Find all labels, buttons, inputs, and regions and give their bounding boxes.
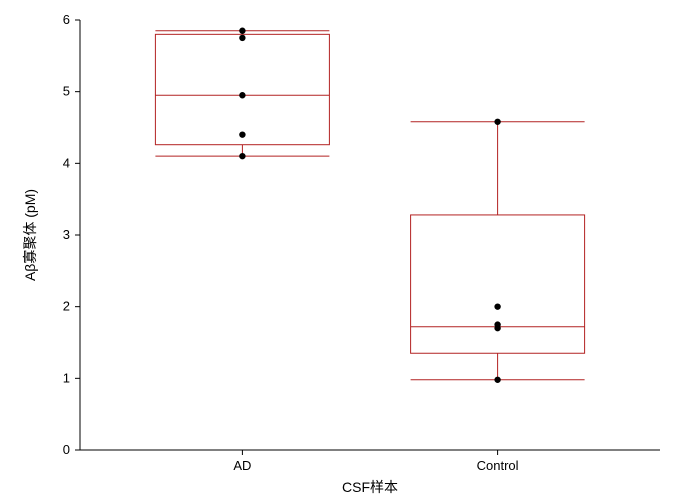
box-rect: [411, 215, 585, 353]
data-point: [494, 119, 500, 125]
y-tick-label: 3: [63, 227, 70, 242]
y-axis-title: Aβ寡聚体 (pM): [22, 189, 38, 281]
data-point: [239, 35, 245, 41]
data-point: [239, 131, 245, 137]
data-point: [494, 303, 500, 309]
data-point: [239, 153, 245, 159]
y-tick-label: 1: [63, 370, 70, 385]
x-tick-label: Control: [477, 458, 519, 473]
y-tick-label: 6: [63, 12, 70, 27]
data-point: [239, 28, 245, 34]
y-tick-label: 5: [63, 84, 70, 99]
y-tick-label: 0: [63, 442, 70, 457]
y-tick-label: 4: [63, 155, 70, 170]
data-point: [494, 377, 500, 383]
box-rect: [155, 34, 329, 144]
data-point: [239, 92, 245, 98]
data-point: [494, 321, 500, 327]
chart-svg: 0 1 2 3 4 5 6 Aβ寡聚体 (pM) AD Control CSF样本: [0, 0, 677, 503]
x-axis-title: CSF样本: [342, 479, 398, 495]
boxplot-chart: 0 1 2 3 4 5 6 Aβ寡聚体 (pM) AD Control CSF样本: [0, 0, 677, 503]
x-tick-label: AD: [233, 458, 251, 473]
y-tick-label: 2: [63, 299, 70, 314]
